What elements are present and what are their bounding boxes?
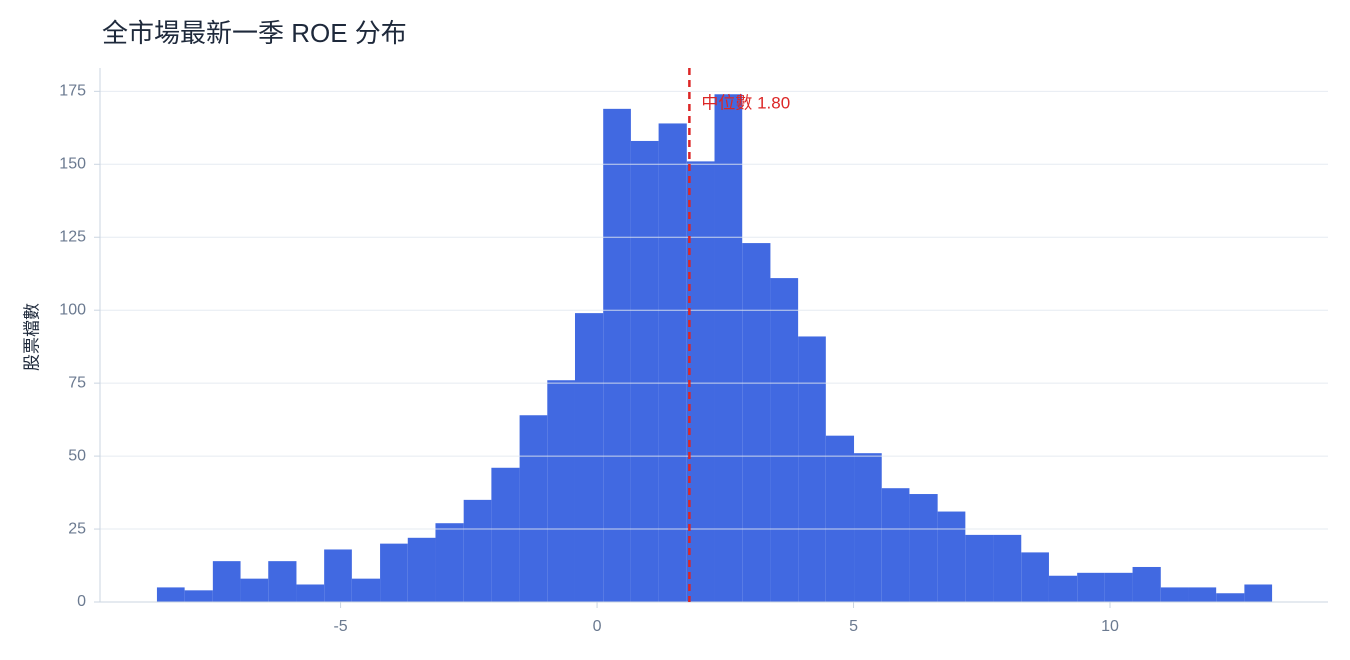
bar bbox=[1160, 587, 1189, 602]
y-tick-label: 150 bbox=[59, 156, 86, 173]
bar bbox=[435, 523, 464, 602]
bar bbox=[937, 511, 966, 602]
bar bbox=[351, 578, 381, 602]
y-tick-label: 100 bbox=[59, 301, 86, 318]
y-tick-label: 125 bbox=[59, 228, 86, 245]
x-tick-label: 10 bbox=[1101, 618, 1119, 635]
bar bbox=[1021, 552, 1049, 602]
bar bbox=[1048, 575, 1078, 602]
y-tick-label: 0 bbox=[77, 593, 86, 610]
bar bbox=[1188, 587, 1217, 602]
bar bbox=[909, 494, 938, 602]
bar bbox=[519, 415, 548, 602]
bar bbox=[1077, 572, 1105, 602]
bar bbox=[268, 561, 297, 602]
bar bbox=[742, 243, 771, 602]
bar bbox=[380, 543, 408, 602]
bar bbox=[574, 313, 604, 602]
chart-title: 全市場最新一季 ROE 分布 bbox=[102, 18, 407, 48]
bar bbox=[407, 537, 436, 602]
bar bbox=[854, 453, 882, 602]
bar bbox=[881, 488, 910, 602]
y-tick-label: 75 bbox=[68, 374, 86, 391]
bar bbox=[463, 499, 492, 602]
x-tick-label: -5 bbox=[333, 618, 347, 635]
bar bbox=[156, 587, 185, 602]
bar bbox=[324, 549, 352, 602]
median-label: 中位數 1.80 bbox=[701, 93, 790, 112]
bar bbox=[603, 108, 631, 602]
x-tick-label: 0 bbox=[593, 618, 602, 635]
bar bbox=[658, 123, 687, 602]
bar bbox=[212, 561, 241, 602]
bar bbox=[993, 534, 1022, 602]
y-axis-label: 股票檔數 bbox=[22, 303, 41, 371]
bar bbox=[491, 467, 520, 602]
bar bbox=[686, 161, 715, 602]
bar bbox=[770, 278, 799, 602]
y-tick-label: 25 bbox=[68, 520, 86, 537]
y-tick-label: 175 bbox=[59, 83, 86, 100]
bar bbox=[798, 336, 826, 602]
bar bbox=[296, 584, 325, 602]
bar bbox=[1132, 566, 1161, 602]
y-tick-label: 50 bbox=[68, 447, 86, 464]
bar bbox=[184, 590, 213, 602]
bar bbox=[630, 140, 659, 603]
bar bbox=[1216, 593, 1245, 602]
bar bbox=[1244, 584, 1273, 602]
bar bbox=[547, 380, 575, 602]
bar bbox=[1104, 572, 1133, 602]
bar bbox=[714, 94, 743, 602]
bar bbox=[825, 435, 855, 602]
bar bbox=[240, 578, 269, 602]
bar bbox=[965, 534, 994, 602]
x-tick-label: 5 bbox=[849, 618, 858, 635]
